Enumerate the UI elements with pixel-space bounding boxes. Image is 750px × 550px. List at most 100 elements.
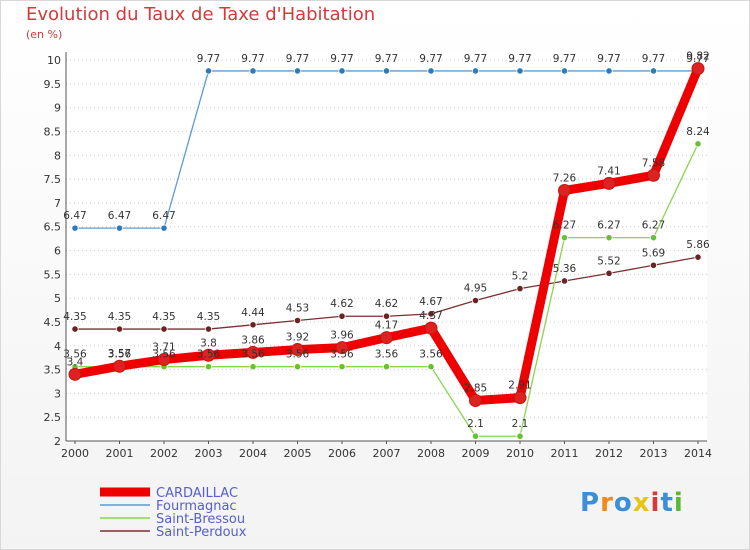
- data-label: 6.47: [152, 210, 175, 222]
- data-label: 3.8: [200, 337, 217, 349]
- y-tick-label: 2: [54, 435, 61, 448]
- data-point: [516, 284, 524, 293]
- data-point: [647, 168, 660, 182]
- x-tick-label: 2003: [195, 447, 223, 460]
- chart-title: Evolution du Taux de Taxe d'Habitation: [26, 4, 376, 25]
- proxiti-logo: Proxiti: [580, 488, 684, 518]
- data-point: [335, 341, 349, 355]
- data-label: 4.17: [375, 320, 398, 332]
- y-tick-label: 4: [54, 340, 61, 353]
- data-point: [204, 67, 213, 75]
- data-label: 3.56: [286, 349, 310, 361]
- data-label: 9.77: [508, 53, 531, 65]
- data-label: 4.95: [464, 283, 487, 295]
- logo-letter: r: [600, 488, 614, 518]
- x-tick-label: 2006: [328, 447, 356, 460]
- data-label: 9.82: [686, 51, 709, 63]
- data-point: [71, 325, 79, 333]
- data-label: 2.1: [512, 418, 529, 430]
- data-label: 4.62: [375, 298, 398, 310]
- data-label: 4.67: [419, 296, 442, 308]
- legend-label: CARDAILLAC: [156, 486, 238, 501]
- data-label: 3.56: [108, 349, 132, 361]
- data-label: 9.77: [286, 53, 309, 65]
- data-point: [513, 391, 527, 405]
- data-point: [424, 321, 438, 335]
- plot-area: [66, 52, 707, 441]
- data-label: 5.2: [512, 271, 529, 283]
- data-point: [338, 312, 346, 320]
- data-point: [427, 310, 435, 318]
- x-tick-label: 2009: [462, 447, 490, 460]
- y-tick-label: 3.5: [44, 364, 62, 377]
- logo-letter: o: [613, 488, 633, 518]
- data-label: 3.56: [63, 349, 87, 361]
- data-label: 3.4: [67, 356, 84, 368]
- data-point: [338, 67, 346, 75]
- x-tick-label: 2010: [506, 447, 534, 460]
- data-point: [605, 234, 613, 242]
- x-tick-label: 2012: [595, 447, 623, 460]
- data-point: [115, 325, 124, 333]
- data-label: 4.35: [197, 311, 220, 323]
- y-tick-label: 9.5: [44, 78, 62, 91]
- data-label: 7.26: [553, 172, 577, 184]
- y-tick-label: 7: [54, 197, 61, 210]
- data-label: 4.62: [330, 298, 353, 310]
- data-label: 2.85: [464, 383, 487, 395]
- data-point: [113, 359, 126, 373]
- data-label: 9.77: [330, 53, 353, 65]
- data-point: [382, 67, 391, 75]
- data-point: [202, 348, 215, 362]
- data-point: [338, 363, 346, 371]
- data-label: 9.77: [686, 53, 709, 65]
- data-point: [249, 363, 257, 371]
- data-label: 7.58: [642, 157, 665, 169]
- data-label: 4.37: [419, 310, 442, 322]
- data-label: 3.56: [375, 349, 399, 361]
- data-label: 3.96: [330, 330, 354, 342]
- data-label: 5.69: [642, 247, 665, 259]
- y-tick-label: 5: [54, 292, 61, 305]
- data-point: [382, 363, 391, 371]
- data-point: [471, 296, 480, 305]
- data-label: 4.53: [286, 303, 309, 315]
- data-point: [560, 277, 569, 285]
- data-point: [649, 234, 658, 242]
- data-label: 9.77: [642, 53, 665, 65]
- data-label: 3.56: [241, 349, 265, 361]
- data-label: 5.52: [597, 255, 620, 267]
- x-tick-label: 2004: [239, 447, 267, 460]
- data-point: [691, 62, 705, 76]
- y-tick-label: 2.5: [44, 411, 62, 424]
- data-point: [293, 316, 302, 325]
- data-point: [293, 67, 302, 75]
- data-point: [249, 67, 257, 75]
- data-label: 7.41: [597, 165, 620, 177]
- data-label: 4.44: [241, 307, 265, 319]
- data-point: [560, 234, 569, 242]
- data-point: [516, 432, 524, 440]
- data-point: [469, 394, 482, 408]
- data-point: [694, 140, 702, 148]
- data-label: 3.71: [152, 342, 175, 354]
- y-tick-label: 6: [54, 245, 61, 258]
- x-tick-label: 2000: [61, 447, 89, 460]
- logo-letter: P: [580, 488, 601, 518]
- legend-label: Saint-Perdoux: [156, 525, 247, 540]
- data-label: 3.56: [197, 349, 221, 361]
- data-label: 2.91: [508, 380, 531, 392]
- y-tick-label: 5.5: [44, 268, 62, 281]
- data-point: [471, 67, 480, 75]
- x-tick-label: 2008: [417, 447, 445, 460]
- chart-subtitle: (en %): [26, 28, 63, 41]
- data-point: [427, 67, 435, 75]
- data-point: [694, 253, 702, 261]
- data-label: 9.77: [464, 53, 487, 65]
- data-label: 6.27: [597, 220, 620, 232]
- data-point: [160, 224, 168, 232]
- data-label: 4.35: [152, 311, 175, 323]
- data-label: 9.77: [197, 53, 220, 65]
- x-tick-label: 2007: [373, 447, 401, 460]
